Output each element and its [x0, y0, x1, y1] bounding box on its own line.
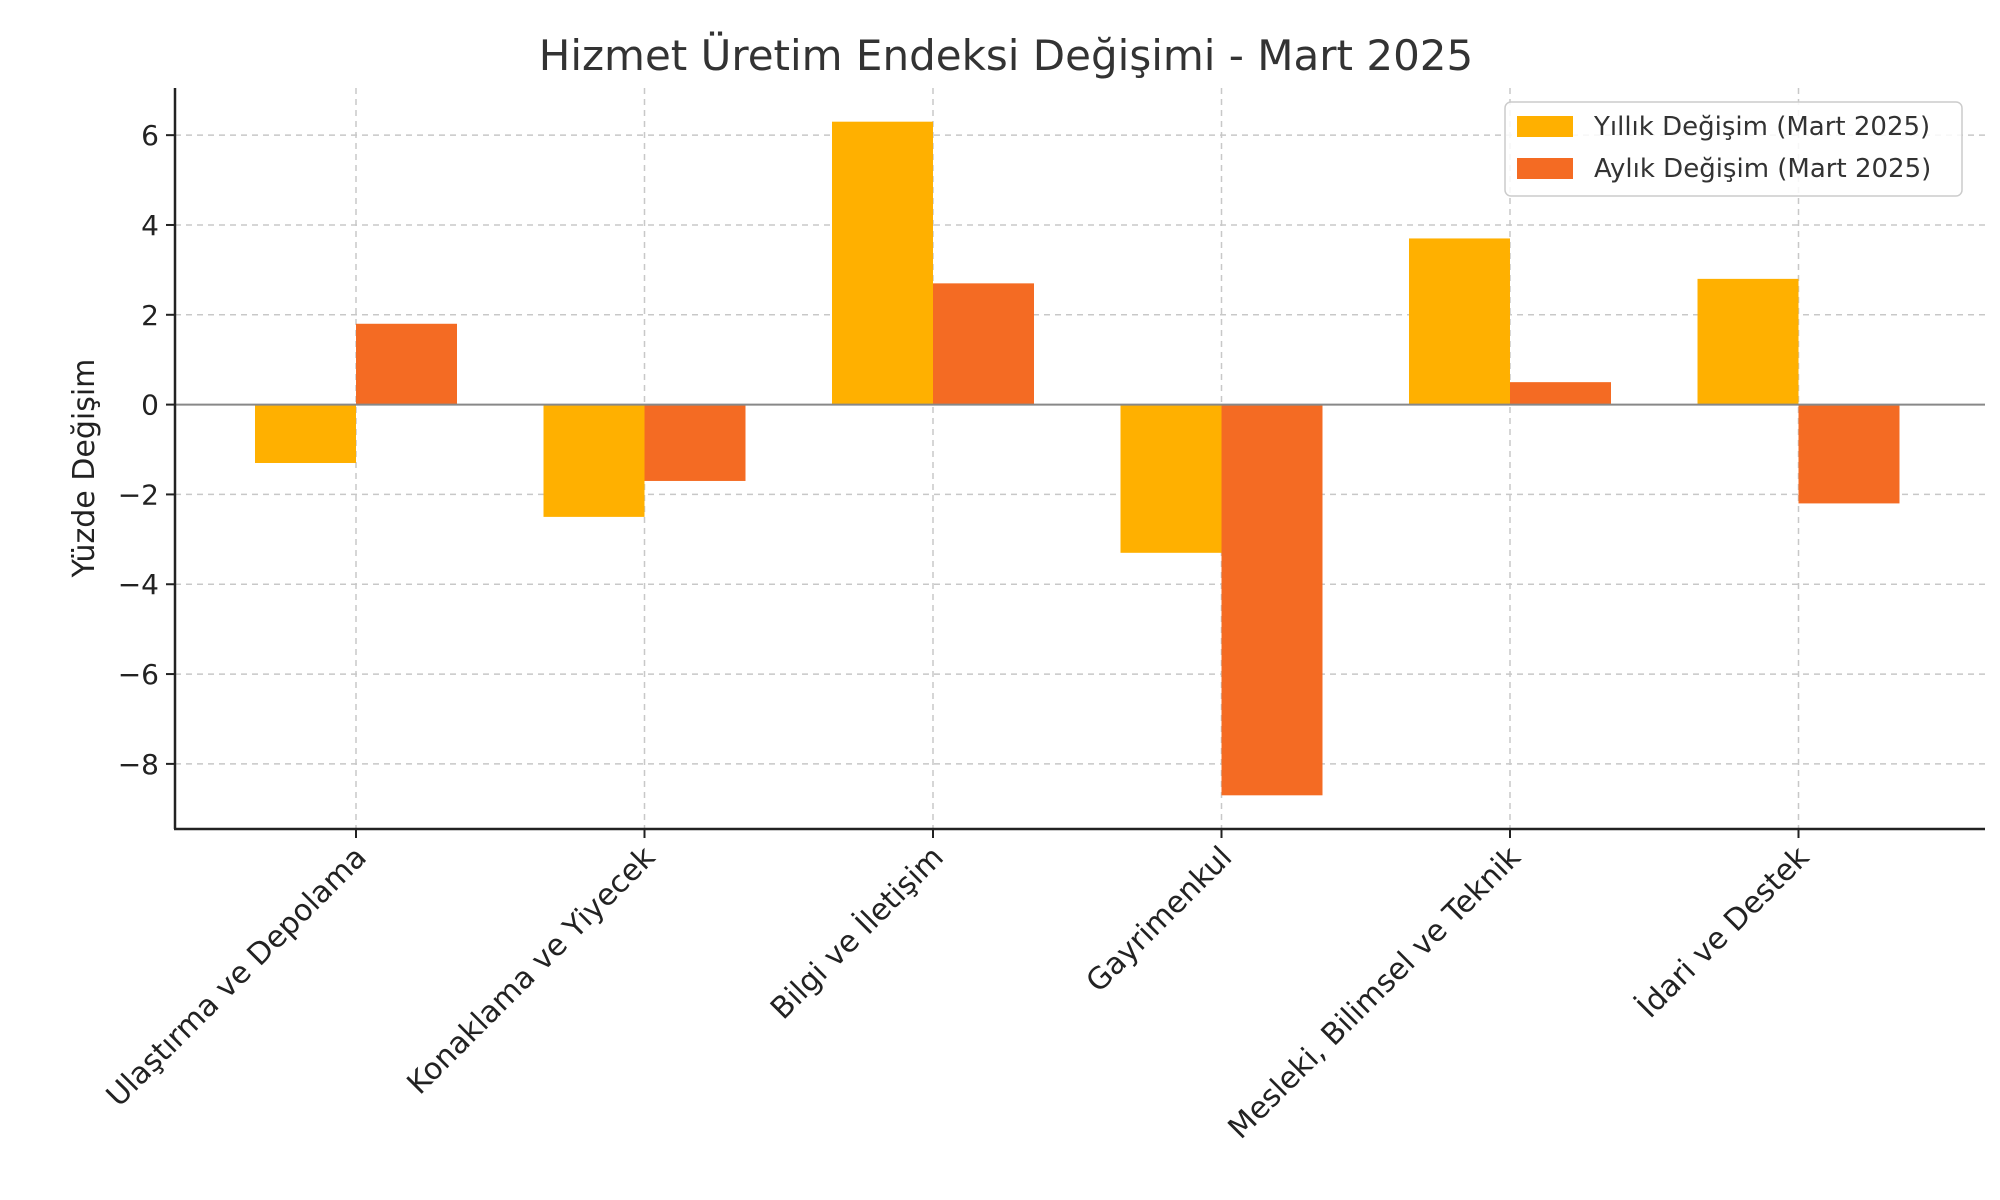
y-tick-label: −2 [118, 478, 159, 511]
bar-aylik-3 [1221, 404, 1323, 796]
bar-aylik-2 [933, 283, 1034, 405]
x-tick-label: İdari ve Destek [1630, 839, 1816, 1025]
y-tick-label: 0 [141, 389, 159, 422]
y-tick-label: −6 [118, 658, 159, 691]
legend-swatch [1517, 158, 1573, 179]
bar-yillik-2 [832, 121, 933, 405]
y-tick-label: −4 [118, 568, 159, 601]
bars-layer [255, 121, 1900, 796]
x-tick-label: Konaklama ve Yiyecek [400, 839, 662, 1101]
bar-aylik-1 [644, 404, 746, 481]
bar-yillik-1 [543, 404, 645, 517]
x-tick-label: Mesleki, Bilimsel ve Teknik [1222, 839, 1529, 1146]
bar-aylik-4 [1510, 382, 1611, 405]
legend: Yıllık Değişim (Mart 2025) Aylık Değişim … [1504, 101, 1963, 197]
x-tick-label: Ulaştırma ve Depolama [100, 840, 374, 1114]
bar-aylik-5 [1798, 404, 1900, 504]
legend-label: Yıllık Değişim (Mart 2025) [1593, 112, 1930, 142]
legend-swatch [1517, 116, 1573, 137]
x-tick-label: Gayrimenkul [1080, 840, 1239, 999]
y-tick-label: −8 [118, 748, 159, 781]
legend-box [1504, 101, 1963, 197]
y-tick-label: 4 [141, 209, 159, 242]
axes-layer: −8 −6 −4 −2 0 2 4 6 Ulaştırma ve Depolama Konakla… [100, 88, 1985, 1146]
bar-yillik-3 [1120, 404, 1222, 553]
bar-yillik-5 [1697, 278, 1799, 405]
bar-aylik-0 [356, 323, 457, 405]
bar-yillik-4 [1409, 238, 1510, 405]
x-tick-label: Bilgi ve İletişim [763, 839, 950, 1026]
y-axis-label: Yüzde Değişim [67, 359, 102, 579]
y-tick-label: 6 [141, 119, 159, 152]
chart-title: Hizmet Üretim Endeksi Değişimi - Mart 20… [539, 30, 1474, 80]
legend-label: Aylık Değişim (Mart 2025) [1594, 154, 1931, 184]
y-tick-label: 2 [141, 299, 159, 332]
bar-yillik-0 [255, 404, 356, 463]
grid-layer [175, 88, 1985, 829]
